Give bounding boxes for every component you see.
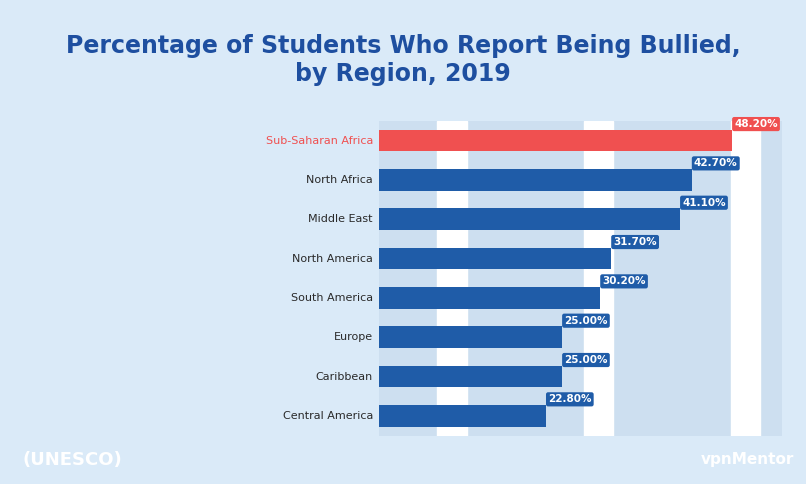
Text: 30.20%: 30.20% — [602, 276, 646, 287]
Text: 42.70%: 42.70% — [694, 158, 737, 168]
Bar — [379, 287, 600, 309]
Text: 22.80%: 22.80% — [548, 394, 592, 404]
Bar — [379, 121, 452, 436]
Bar — [438, 121, 467, 436]
Bar — [379, 121, 452, 436]
Bar — [526, 121, 599, 436]
Text: Sub-Saharan Africa: Sub-Saharan Africa — [266, 136, 373, 146]
Bar — [379, 366, 562, 387]
Text: North America: North America — [292, 254, 373, 264]
Text: Middle East: Middle East — [309, 214, 373, 224]
Text: vpnMentor: vpnMentor — [700, 453, 794, 467]
Text: 31.70%: 31.70% — [613, 237, 657, 247]
Text: Caribbean: Caribbean — [316, 372, 373, 381]
Bar — [672, 121, 746, 436]
Text: Europe: Europe — [334, 333, 373, 342]
Bar — [599, 121, 672, 436]
Text: 25.00%: 25.00% — [564, 316, 608, 326]
Text: 25.00%: 25.00% — [564, 355, 608, 365]
Bar — [526, 121, 599, 436]
Bar — [379, 248, 611, 270]
Bar — [746, 121, 806, 436]
Bar — [379, 327, 562, 348]
Bar — [584, 121, 613, 436]
Bar — [452, 121, 526, 436]
Bar — [379, 130, 732, 151]
Text: 48.20%: 48.20% — [734, 119, 778, 129]
Bar — [672, 121, 746, 436]
Text: North Africa: North Africa — [306, 175, 373, 185]
Text: 41.10%: 41.10% — [682, 197, 725, 208]
Text: South America: South America — [291, 293, 373, 303]
Bar — [379, 169, 692, 191]
Bar — [730, 121, 760, 436]
Text: Central America: Central America — [283, 411, 373, 421]
Text: (UNESCO): (UNESCO) — [23, 451, 123, 469]
Text: Percentage of Students Who Report Being Bullied,
by Region, 2019: Percentage of Students Who Report Being … — [65, 34, 741, 86]
Bar — [379, 209, 680, 230]
Bar — [379, 405, 546, 427]
